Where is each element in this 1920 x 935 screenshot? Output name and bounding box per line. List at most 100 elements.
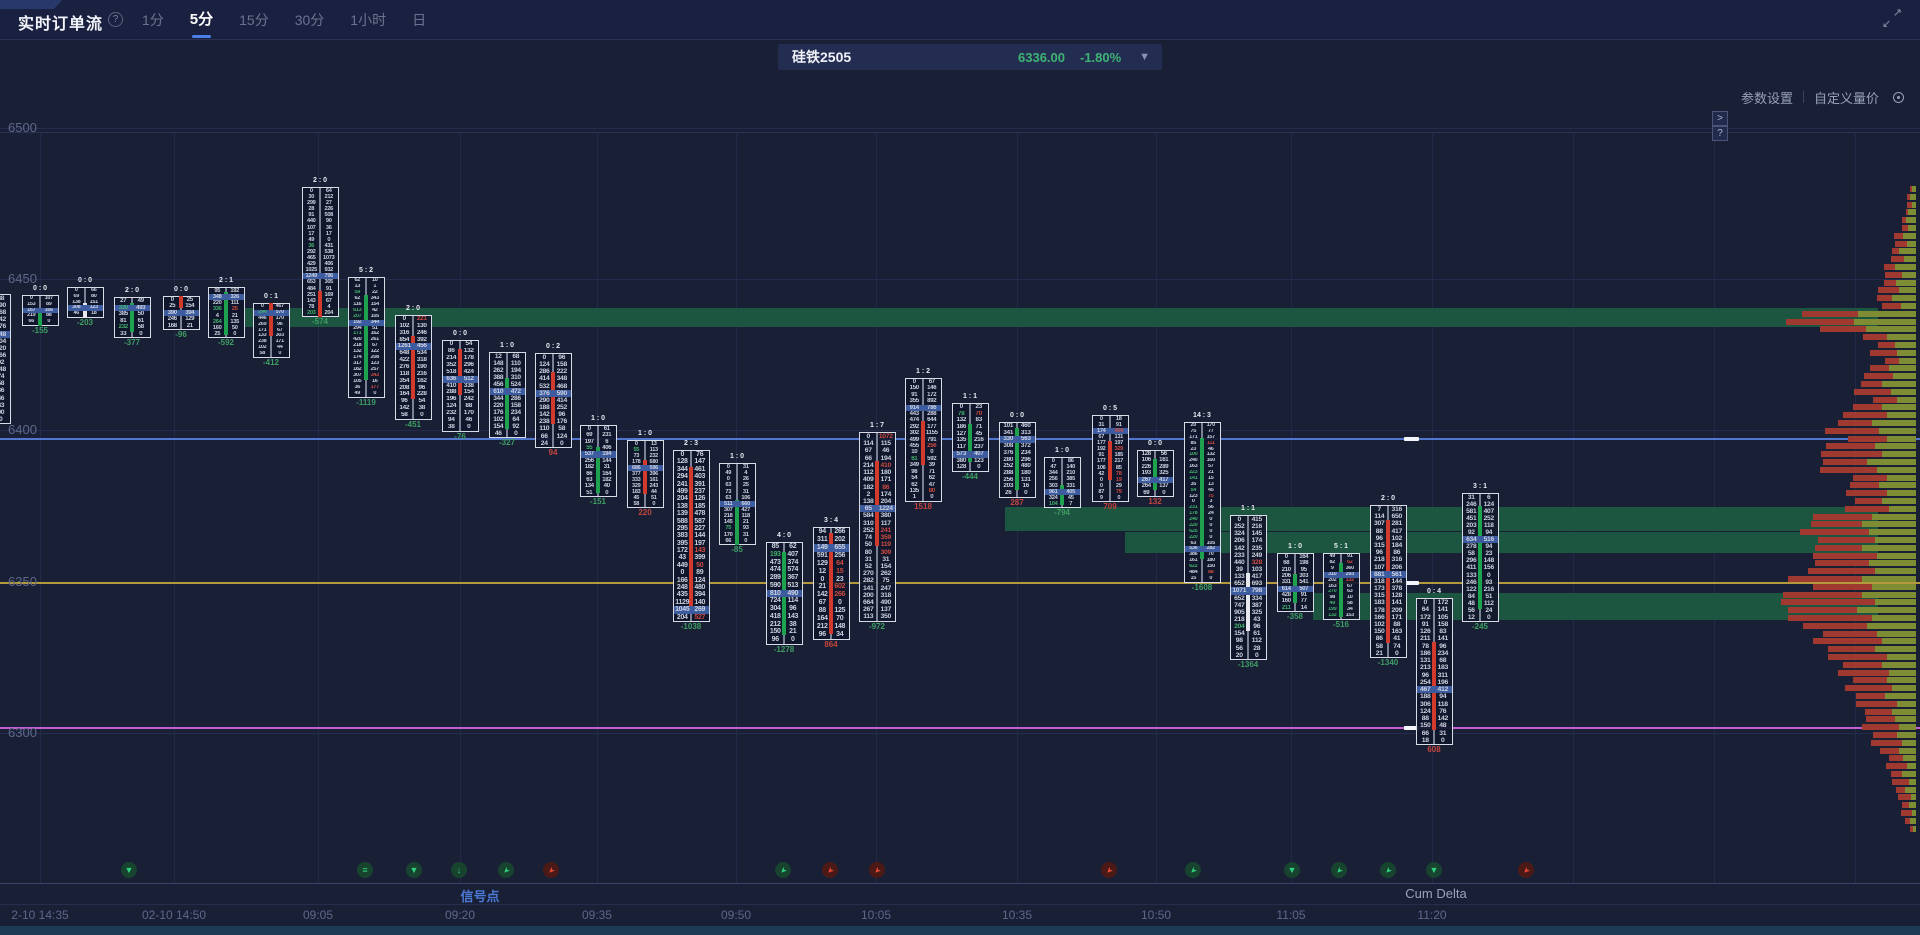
ask-volume: 318	[416, 357, 427, 364]
price-level-row: 96 311	[1417, 672, 1452, 679]
ask-volume: 574	[787, 566, 799, 574]
ask-volume: 786	[927, 404, 937, 411]
page-title: 实时订单流	[18, 16, 104, 33]
bid-volume: 290	[539, 396, 550, 404]
ask-volume: 46	[1207, 446, 1214, 452]
tab-日[interactable]: 日	[412, 12, 427, 28]
price-level-row: 67 0	[814, 599, 849, 607]
bid-volume: 96	[1421, 671, 1429, 679]
price-level-row: 142 266	[814, 591, 849, 599]
bid-volume: 664	[863, 599, 874, 607]
bid-volume: 204	[676, 613, 688, 621]
signal-rocket-icon[interactable]: ➤	[822, 862, 838, 878]
panel-help-button[interactable]: ?	[1712, 126, 1728, 141]
buy-volume-bar	[1904, 256, 1916, 263]
cum-delta-pane-label[interactable]: Cum Delta	[1405, 886, 1467, 901]
bid-volume: 49	[1329, 601, 1336, 607]
candle-delta: 709	[1103, 502, 1117, 511]
ask-volume: 247	[880, 584, 892, 592]
price-level-row: 176 234	[490, 409, 525, 416]
ask-volume: 18	[90, 311, 97, 317]
volume-profile-bar	[1828, 646, 1916, 653]
signal-rocket-icon[interactable]: ➤	[1101, 862, 1117, 878]
price-level-row: 223 21	[1185, 470, 1220, 476]
signal-triangle-down-icon[interactable]: ▼	[1284, 862, 1300, 878]
ask-volume: 157	[1206, 434, 1216, 440]
settings-button[interactable]: 参数设置	[1740, 90, 1793, 106]
tab-15分[interactable]: 15分	[239, 12, 269, 28]
price-line-handle[interactable]	[1404, 581, 1419, 585]
collapse-expand-icon[interactable]: ↗ ↙	[1882, 7, 1902, 30]
bid-volume: 881	[1374, 570, 1385, 578]
ask-volume: 197	[1114, 440, 1124, 447]
signal-rocket-icon[interactable]: ➤	[775, 862, 791, 878]
bid-volume: 622	[1189, 564, 1198, 569]
ask-volume: 0	[1117, 494, 1121, 501]
signal-triangle-down-icon[interactable]: ▼	[1426, 862, 1442, 878]
sell-volume-bar	[1803, 622, 1867, 629]
signal-rocket-icon[interactable]: ➤	[1185, 862, 1201, 878]
signal-triangle-down-icon[interactable]: ▼	[406, 862, 422, 878]
buy-volume-bar	[1891, 388, 1916, 395]
price-line-handle[interactable]	[1404, 726, 1419, 730]
instrument-selector[interactable]: 硅铁2505 6336.00 -1.80% ▼	[778, 44, 1162, 70]
collapse-panel-button[interactable]: >	[1712, 111, 1728, 126]
ask-volume: 415	[1251, 516, 1263, 523]
price-level-row: 64 141	[1417, 606, 1452, 613]
tab-1小时[interactable]: 1小时	[350, 12, 387, 28]
custom-volume-price-button[interactable]: 自定义量价	[1813, 90, 1879, 106]
bid-volume: 288	[446, 389, 457, 396]
price-level-row: 12 0	[1463, 614, 1498, 621]
tab-1分[interactable]: 1分	[142, 12, 164, 28]
buy-volume-bar	[1902, 739, 1916, 746]
signal-layers-icon[interactable]: ≡	[357, 862, 373, 878]
price-level-row: 206 174	[1231, 537, 1266, 544]
signal-rocket-icon[interactable]: ➤	[543, 862, 559, 878]
ask-volume: 4	[744, 470, 748, 477]
target-icon[interactable]	[1893, 91, 1904, 103]
signal-rocket-icon[interactable]: ➤	[498, 862, 514, 878]
tab-30分[interactable]: 30分	[294, 12, 325, 28]
signal-rocket-icon[interactable]: ➤	[1380, 862, 1396, 878]
signal-pane-label[interactable]: 信号点	[460, 889, 500, 904]
bid-volume: 2	[866, 490, 871, 498]
ask-volume: 88	[465, 403, 473, 410]
bid-volume: 131	[1419, 657, 1431, 664]
price-level-row: 435 394	[674, 591, 709, 598]
volume-profile-bar	[1885, 357, 1916, 364]
bid-volume: 43	[678, 554, 686, 562]
price-level-row: 380 123	[953, 458, 988, 465]
volume-profile-bar	[1880, 747, 1916, 754]
ask-volume: 16	[371, 378, 378, 384]
signal-arrow-down-icon[interactable]: ↓	[451, 862, 467, 878]
ask-volume: 0	[652, 501, 656, 507]
signal-triangle-down-icon[interactable]: ▼	[121, 862, 137, 878]
price-level-row: 511 660	[719, 500, 755, 507]
price-line-handle[interactable]	[1404, 437, 1419, 441]
price-level-row: 10 0	[906, 449, 941, 455]
volume-profile-bar	[1862, 724, 1916, 731]
buy-volume-bar	[1882, 451, 1916, 458]
bid-ask-rows: 0 66 69 80 138 151 308 123 46 18	[67, 288, 103, 317]
price-level-row: 212 148	[814, 623, 849, 631]
bid-volume: 252	[1234, 523, 1245, 531]
help-icon[interactable]: ?	[108, 12, 123, 27]
ask-volume: 197	[694, 539, 706, 547]
signal-rocket-icon[interactable]: ➤	[1518, 862, 1534, 878]
ask-volume: 343	[370, 295, 380, 301]
bid-volume: 55	[633, 447, 640, 453]
price-level-row: 128 147	[674, 458, 709, 465]
ask-volume: 602	[834, 583, 846, 591]
tab-5分[interactable]: 5分	[190, 0, 213, 40]
bid-volume: 69	[73, 293, 80, 299]
bid-volume: 422	[399, 357, 410, 364]
ask-volume: 184	[1391, 541, 1403, 549]
sell-volume-bar	[1871, 739, 1902, 746]
signal-rocket-icon[interactable]: ➤	[869, 862, 885, 878]
sell-volume-bar	[1884, 264, 1895, 270]
ask-volume: 137	[880, 606, 892, 614]
price-level-row: 54 62	[906, 475, 941, 481]
volume-profile-bar	[1853, 474, 1916, 481]
ask-volume: 534	[416, 350, 427, 357]
signal-rocket-icon[interactable]: ➤	[1331, 862, 1347, 878]
